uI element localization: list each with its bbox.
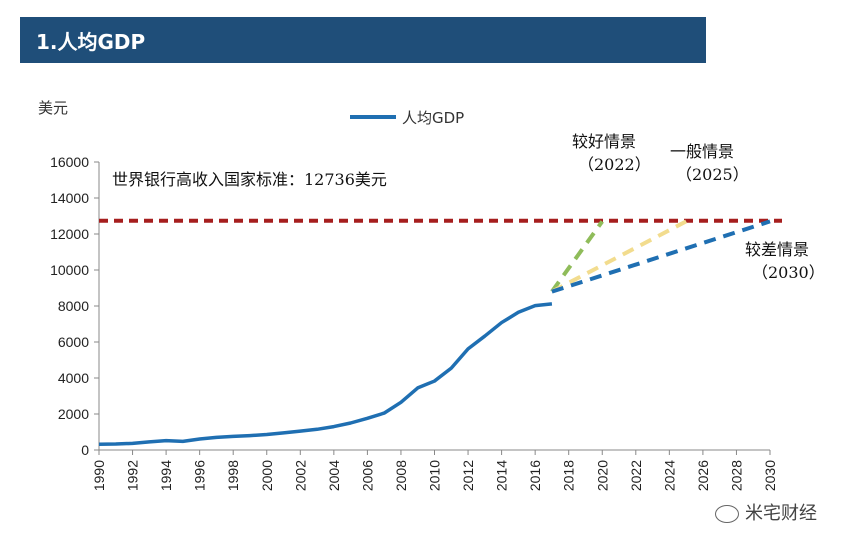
y-tick-label: 8000: [58, 298, 89, 314]
x-tick-label: 2020: [594, 460, 610, 491]
bad-scenario-projection: [551, 219, 771, 294]
x-tick-label: 2022: [628, 460, 644, 491]
y-tick-label: 0: [81, 442, 89, 458]
bad-scenario-year: （2030）: [752, 263, 825, 282]
x-axis-ticks: 1990 1992 1994 1996 1998 2000 2002 2004 2006 2008…: [91, 450, 778, 491]
y-tick-label: 10000: [50, 262, 89, 278]
y-tick-label: 14000: [50, 190, 89, 206]
x-tick-label: 2026: [695, 460, 711, 491]
x-tick-label: 2000: [259, 460, 275, 491]
x-tick-label: 2002: [292, 460, 308, 491]
section-banner: 1.人均GDP: [20, 17, 706, 63]
y-tick-label: 12000: [50, 226, 89, 242]
x-tick-label: 2018: [561, 460, 577, 491]
x-tick-label: 2008: [393, 460, 409, 491]
x-tick-label: 2024: [661, 460, 677, 491]
y-tick-label: 16000: [50, 154, 89, 170]
legend-label: 人均GDP: [402, 109, 464, 127]
y-tick-label: 4000: [58, 370, 89, 386]
good-scenario-label: 较好情景: [572, 132, 636, 151]
x-tick-label: 2016: [527, 460, 543, 491]
normal-scenario-projection: [550, 219, 688, 294]
x-tick-label: 2030: [762, 460, 778, 491]
gdp-per-capita-line: [98, 302, 553, 446]
y-axis-ticks: 0 2000 4000 6000 8000 10000 12000 14000 16000: [50, 154, 99, 458]
x-tick-label: 1992: [125, 460, 141, 491]
threshold-annotation: 世界银行高收入国家标准：12736美元: [112, 170, 387, 189]
good-scenario-year: （2022）: [578, 155, 651, 174]
bad-scenario-label: 较差情景: [745, 240, 809, 259]
y-tick-label: 2000: [58, 406, 89, 422]
section-title: 1.人均GDP: [36, 30, 146, 54]
wechat-icon: [715, 505, 739, 523]
y-tick-label: 6000: [58, 334, 89, 350]
normal-scenario-label: 一般情景: [670, 142, 734, 161]
good-scenario-projection: [550, 220, 604, 293]
x-tick-label: 2010: [427, 460, 443, 491]
x-tick-label: 1994: [158, 460, 174, 491]
x-tick-label: 2012: [460, 460, 476, 491]
x-tick-label: 2004: [326, 460, 342, 491]
x-tick-label: 2014: [494, 460, 510, 491]
y-axis-unit-label: 美元: [38, 99, 68, 117]
x-tick-label: 1996: [192, 460, 208, 491]
watermark: 米宅财经: [715, 499, 817, 525]
x-tick-label: 2006: [359, 460, 375, 491]
x-tick-label: 1990: [91, 460, 107, 491]
x-tick-label: 1998: [225, 460, 241, 491]
x-tick-label: 2028: [728, 460, 744, 491]
watermark-text: 米宅财经: [745, 503, 817, 524]
normal-scenario-year: （2025）: [676, 165, 749, 184]
